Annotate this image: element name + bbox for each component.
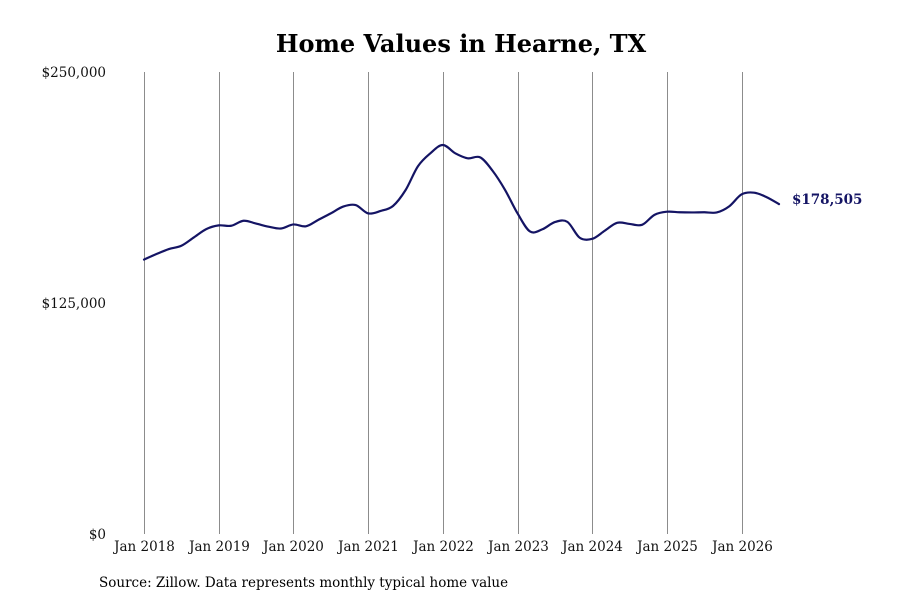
x-tick-label: Jan 2020	[261, 539, 324, 555]
x-tick-label: Jan 2025	[635, 539, 698, 555]
y-tick-label: $250,000	[42, 65, 106, 81]
x-tick-label: Jan 2022	[411, 539, 474, 555]
series-layer: $178,505	[142, 143, 862, 261]
x-tick-label: Jan 2023	[486, 539, 549, 555]
x-tick-label: Jan 2021	[336, 539, 399, 555]
source-note: Source: Zillow. Data represents monthly …	[99, 575, 508, 591]
y-axis-ticks: $0 $125,000 $250,000	[42, 65, 106, 543]
chart-title: Home Values in Hearne, TX	[276, 29, 647, 58]
x-tick-label: Jan 2026	[710, 539, 773, 555]
x-tick-label: Jan 2024	[560, 539, 623, 555]
y-tick-label: $125,000	[42, 296, 106, 312]
x-axis-ticks: Jan 2018 Jan 2019 Jan 2020 Jan 2021 Jan 2022…	[112, 539, 773, 555]
end-value-label: $178,505	[792, 192, 862, 208]
x-tick-label: Jan 2019	[187, 539, 250, 555]
y-tick-label: $0	[89, 527, 106, 543]
x-tick-label: Jan 2018	[112, 539, 175, 555]
series-line	[142, 143, 781, 261]
grid-lines	[144, 72, 743, 534]
